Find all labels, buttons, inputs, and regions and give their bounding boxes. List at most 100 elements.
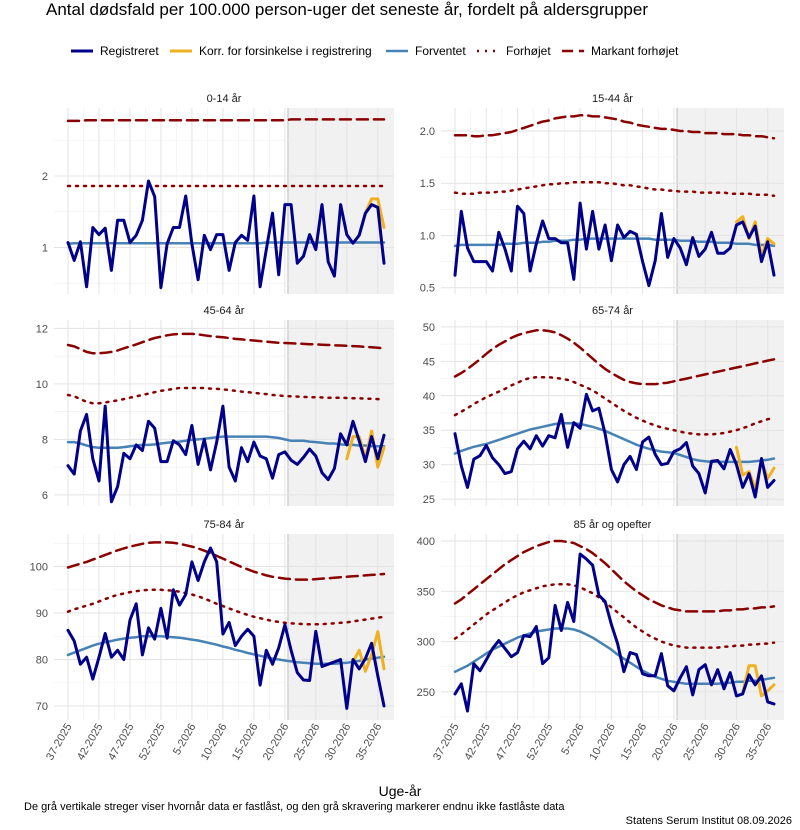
y-tick-label: 300: [417, 637, 435, 649]
legend-label: Markant forhøjet: [591, 44, 679, 58]
legend-label: Korr. for forsinkelse i registrering: [199, 44, 372, 58]
legend-label: Registreret: [100, 44, 159, 58]
unlocked-shading: [287, 320, 394, 506]
y-tick-label: 70: [36, 701, 48, 713]
y-tick-label: 400: [417, 536, 435, 548]
legend-key: [71, 49, 93, 53]
y-tick-label: 2.0: [420, 126, 435, 138]
legend-item: Markant forhøjet: [561, 42, 678, 60]
y-tick-label: 250: [417, 687, 435, 699]
x-tick-label: 5-2026: [171, 722, 199, 758]
y-tick-label: 45: [423, 356, 435, 368]
panel-title: 0-14 år: [207, 93, 242, 105]
legend: Registreret Korr. for forsinkelse i regis…: [0, 42, 800, 62]
x-tick-label: 52-2025: [137, 722, 168, 763]
unlocked-shading: [287, 108, 394, 294]
series-forhoejet: [66, 386, 386, 405]
series-forhoejet: [66, 588, 386, 626]
series-markant-forhoejet: [66, 541, 386, 581]
footnote: De grå vertikale streger viser hvornår d…: [24, 801, 565, 813]
panel: 45-64 år 6 8 10 12: [36, 305, 394, 506]
x-tick-label: 15-2026: [619, 722, 650, 763]
y-tick-label: 1.0: [420, 230, 435, 242]
series-registreret: [66, 546, 386, 710]
legend-item: Forventet: [385, 42, 466, 60]
series-forhoejet: [453, 375, 776, 436]
chart-title: Antal dødsfald per 100.000 person-uger d…: [46, 0, 648, 19]
panel-title: 85 år og opefter: [574, 519, 652, 531]
y-tick-label: 30: [423, 460, 435, 472]
x-tick-label: 42-2025: [462, 722, 493, 763]
y-tick-label: 350: [417, 586, 435, 598]
x-tick-label: 20-2026: [261, 722, 292, 763]
x-tick-label: 37-2025: [44, 722, 75, 763]
legend-label: Forhøjet: [506, 44, 551, 58]
y-tick-label: 40: [423, 391, 435, 403]
series-forhoejet: [453, 583, 776, 649]
panel-title: 15-44 år: [592, 93, 633, 105]
unlocked-shading: [677, 108, 784, 294]
unlocked-shading: [287, 534, 394, 720]
series-markant-forhoejet: [453, 539, 776, 613]
legend-item: Registreret: [70, 42, 159, 60]
series-forventet: [66, 241, 386, 246]
y-tick-label: 35: [423, 425, 435, 437]
series-registreret: [66, 179, 386, 290]
x-tick-label: 15-2026: [230, 722, 261, 763]
y-tick-label: 12: [36, 323, 48, 335]
y-tick-label: 1: [42, 243, 48, 255]
panel: 85 år og opefter 250 300 350 400 37-2025 42-20…: [417, 519, 784, 762]
x-tick-label: 10-2026: [587, 722, 618, 763]
legend-label: Forventet: [415, 44, 466, 58]
series-markant-forhoejet: [66, 332, 386, 355]
panel: 15-44 år 0.5 1.0 1.5 2.0: [420, 93, 784, 295]
y-tick-label: 80: [36, 655, 48, 667]
x-tick-label: 42-2025: [75, 722, 106, 763]
y-tick-label: 25: [423, 494, 435, 506]
x-tick-label: 30-2026: [712, 722, 743, 763]
series-markant-forhoejet: [66, 118, 386, 123]
x-tick-label: 47-2025: [494, 722, 525, 763]
series-registreret: [453, 201, 776, 288]
y-tick-label: 90: [36, 608, 48, 620]
panel-title: 45-64 år: [204, 305, 245, 317]
y-tick-label: 6: [42, 490, 48, 502]
panel-title: 65-74 år: [592, 305, 633, 317]
legend-item: Forhøjet: [476, 42, 551, 60]
panel: 75-84 år 70 80 90 100 37-2025 42-2025 47-2025 52…: [30, 519, 394, 762]
x-tick-label: 20-2026: [650, 722, 681, 763]
x-tick-label: 47-2025: [106, 722, 137, 763]
series-registreret: [453, 392, 776, 499]
series-markant-forhoejet: [453, 329, 776, 386]
y-tick-label: 1.5: [420, 178, 435, 190]
series-forhoejet: [453, 180, 776, 198]
series-registreret: [453, 552, 776, 713]
legend-key: [562, 49, 584, 53]
legend-item: Korr. for forsinkelse i registrering: [169, 42, 372, 60]
panel-title: 75-84 år: [204, 519, 245, 531]
source-credit: Statens Serum Institut 08.09.2026: [625, 815, 792, 827]
x-tick-label: 35-2026: [354, 722, 385, 763]
x-tick-label: 25-2026: [292, 722, 323, 763]
x-tick-label: 35-2026: [744, 722, 775, 763]
series-korrigeret: [351, 630, 386, 673]
x-tick-label: 37-2025: [431, 722, 462, 763]
x-axis-title: Uge-år: [378, 783, 422, 799]
y-tick-label: 0.5: [420, 283, 435, 295]
series-registreret: [66, 404, 386, 504]
legend-key: [386, 49, 408, 53]
series-markant-forhoejet: [453, 114, 776, 140]
y-tick-label: 100: [30, 562, 48, 574]
x-tick-label: 10-2026: [199, 722, 230, 763]
x-tick-label: 5-2026: [559, 722, 587, 758]
y-tick-label: 8: [42, 434, 48, 446]
series-korrigeret: [735, 215, 776, 258]
y-tick-label: 2: [42, 171, 48, 183]
x-tick-label: 25-2026: [681, 722, 712, 763]
series-forventet: [453, 422, 776, 464]
panel: 0-14 år 1 2: [42, 93, 394, 294]
x-tick-label: 30-2026: [323, 722, 354, 763]
x-tick-label: 52-2025: [525, 722, 556, 763]
panel: 65-74 år 25 30 35 40 45 50: [423, 305, 784, 506]
